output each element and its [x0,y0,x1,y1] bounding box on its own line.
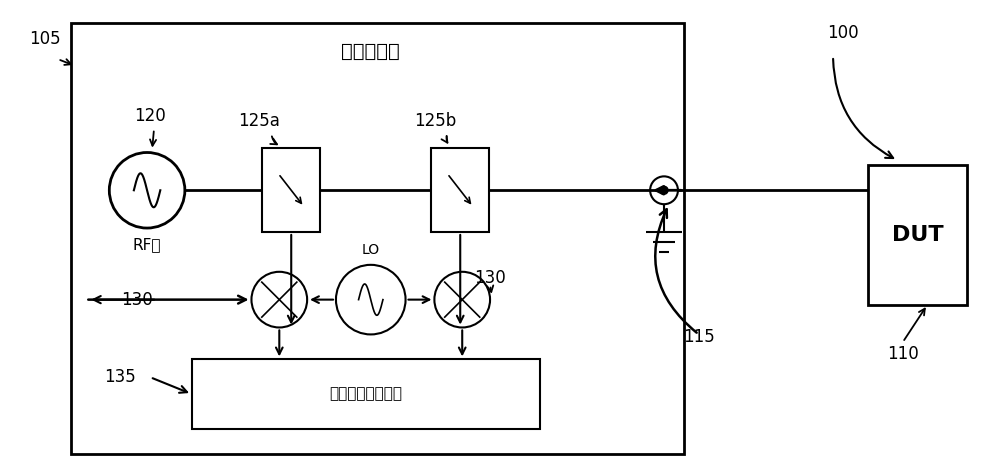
Text: 矢量反射计: 矢量反射计 [341,42,400,61]
Bar [71,23,684,454]
Text: RF源: RF源 [133,237,161,253]
Text: 120: 120 [134,107,166,125]
Bar [262,147,320,232]
Text: 130: 130 [121,291,153,309]
Circle shape [660,186,668,194]
Text: 110: 110 [887,345,919,363]
Text: 130: 130 [474,269,506,287]
Text: 振幅和相位检测器: 振幅和相位检测器 [329,387,402,401]
Text: DUT: DUT [892,225,943,245]
Bar [431,147,489,232]
Bar [868,165,967,305]
Text: 125a: 125a [238,112,280,130]
Text: 135: 135 [104,368,136,386]
Bar [192,359,540,429]
Text: 125b: 125b [414,112,457,130]
Text: 105: 105 [29,30,60,48]
Text: LO: LO [362,243,380,257]
Text: 115: 115 [683,328,715,346]
Text: 100: 100 [827,24,859,42]
